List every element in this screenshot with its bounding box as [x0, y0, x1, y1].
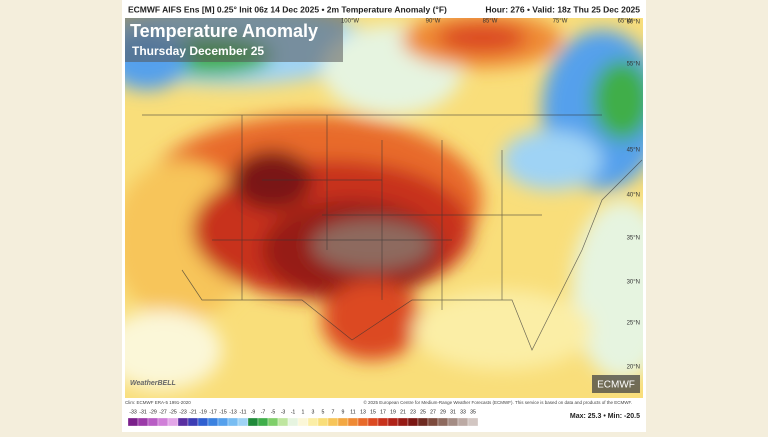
colorbar-swatch — [237, 417, 249, 427]
colorbar-label: -1 — [291, 409, 296, 415]
colorbar-swatch — [227, 417, 239, 427]
colorbar-label: -9 — [251, 409, 256, 415]
climatology: Clim: ECMWF ERA-5 1991-2020 — [125, 400, 191, 405]
colorbar-label: -27 — [159, 409, 167, 415]
colorbar-swatch — [407, 417, 419, 427]
colorbar-swatch — [367, 417, 379, 427]
colorbar-swatch — [307, 417, 319, 427]
colorbar-label: 9 — [342, 409, 345, 415]
colorbar-label: 11 — [350, 409, 355, 415]
colorbar-label: -13 — [229, 409, 237, 415]
watermark: WeatherBELL — [130, 380, 176, 387]
latitude-label: 55°N — [627, 62, 640, 68]
latitude-label: 25°N — [627, 321, 640, 327]
colorbar-swatch — [427, 417, 439, 427]
colorbar-swatch — [277, 417, 289, 427]
colorbar-label: -7 — [261, 409, 266, 415]
latitude-label: 20°N — [627, 365, 640, 371]
colorbar-label: -15 — [219, 409, 227, 415]
longitude-label: 65°W — [618, 19, 633, 25]
latitude-label: 35°N — [627, 236, 640, 242]
colorbar-swatch — [267, 417, 279, 427]
longitude-label: 85°W — [483, 19, 498, 25]
colorbar-label: 13 — [360, 409, 366, 415]
colorbar-label: 29 — [440, 409, 446, 415]
colorbar-swatch — [467, 417, 479, 427]
colorbar-swatch — [317, 417, 329, 427]
colorbar-swatch — [197, 417, 209, 427]
colorbar-label: 31 — [450, 409, 456, 415]
colorbar-swatch — [447, 417, 459, 427]
colorbar-swatch — [207, 417, 219, 427]
colorbar-label: 19 — [390, 409, 396, 415]
colorbar-swatch — [297, 417, 309, 427]
colorbar-label: -31 — [139, 409, 147, 415]
colorbar-label: 25 — [420, 409, 426, 415]
latitude-label: 60°N — [627, 20, 640, 26]
colorbar-swatch — [347, 417, 359, 427]
colorbar-swatch — [217, 417, 229, 427]
map-panel: ECMWF AIFS Ens [M] 0.25° Init 06z 14 Dec… — [122, 0, 646, 432]
colorbar-label: 5 — [322, 409, 325, 415]
colorbar-label: 33 — [460, 409, 466, 415]
colorbar-label: -23 — [179, 409, 187, 415]
colorbar-swatch — [357, 417, 369, 427]
latitude-label: 40°N — [627, 193, 640, 199]
colorbar-label: -25 — [169, 409, 177, 415]
colorbar-label: -11 — [239, 409, 246, 415]
colorbar-swatch — [397, 417, 409, 427]
colorbar-label: 17 — [380, 409, 386, 415]
logo: ECMWF — [597, 380, 635, 391]
colorbar-swatch — [247, 417, 259, 427]
colorbar-label: 1 — [302, 409, 305, 415]
latitude-label: 30°N — [627, 280, 640, 286]
colorbar-label: -21 — [189, 409, 197, 415]
copyright: © 2025 European Centre for Medium-Range … — [363, 399, 632, 405]
colorbar-label: 7 — [332, 409, 335, 415]
header-right: Hour: 276 • Valid: 18z Thu 25 Dec 2025 — [485, 4, 640, 14]
colorbar-swatch — [137, 417, 149, 427]
colorbar-swatch — [387, 417, 399, 427]
header-left: ECMWF AIFS Ens [M] 0.25° Init 06z 14 Dec… — [128, 4, 447, 14]
map: ECMWF AIFS Ens [M] 0.25° Init 06z 14 Dec… — [125, 4, 643, 427]
colorbar-label: -17 — [209, 409, 217, 415]
colorbar-swatch — [187, 417, 199, 427]
colorbar-label: 23 — [410, 409, 416, 415]
colorbar-label: -29 — [149, 409, 157, 415]
longitude-label: 90°W — [426, 19, 441, 25]
colorbar-label: 35 — [470, 409, 476, 415]
colorbar-label: 27 — [430, 409, 436, 415]
colorbar-label: 3 — [312, 409, 315, 415]
colorbar-swatch — [417, 417, 429, 427]
colorbar-swatch — [127, 417, 139, 427]
colorbar-swatch — [287, 417, 299, 427]
title-box — [125, 18, 343, 62]
colorbar-swatch — [377, 417, 389, 427]
anomaly-field — [125, 18, 643, 398]
overlay-title: Temperature Anomaly — [130, 21, 318, 41]
colorbar-swatch — [167, 417, 179, 427]
colorbar-swatch — [177, 417, 189, 427]
colorbar-label: -3 — [281, 409, 286, 415]
logo-box — [592, 375, 640, 393]
colorbar-swatch — [437, 417, 449, 427]
colorbar-label: 21 — [400, 409, 406, 415]
colorbar-swatch — [257, 417, 269, 427]
latitude-label: 45°N — [627, 148, 640, 154]
colorbar-label: -33 — [129, 409, 137, 415]
colorbar-swatch — [157, 417, 169, 427]
stats: Max: 25.3 • Min: -20.5 — [570, 413, 640, 420]
colorbar-label: -19 — [199, 409, 207, 415]
colorbar-swatch — [147, 417, 159, 427]
colorbar-swatch — [327, 417, 339, 427]
colorbar-label: -5 — [271, 409, 276, 415]
colorbar-swatch — [337, 417, 349, 427]
colorbar-swatch — [457, 417, 469, 427]
longitude-label: 75°W — [553, 19, 568, 25]
overlay-subtitle: Thursday December 25 — [132, 44, 264, 58]
longitude-label: 100°W — [341, 19, 359, 25]
colorbar-label: 15 — [370, 409, 376, 415]
